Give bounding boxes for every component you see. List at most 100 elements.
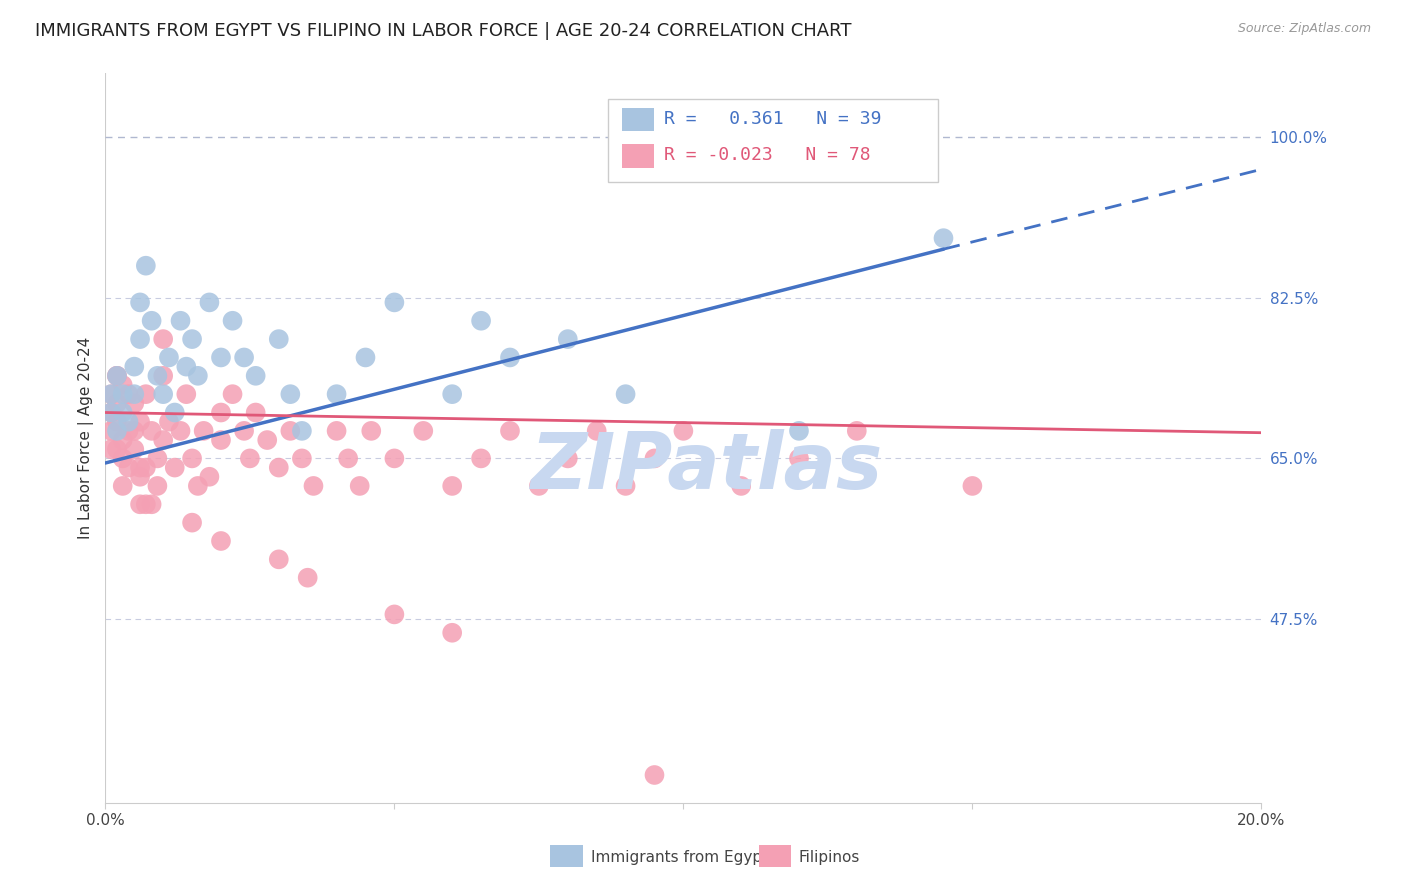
Bar — [621, 145, 654, 168]
Point — [354, 351, 377, 365]
Point — [267, 332, 290, 346]
Point — [291, 451, 314, 466]
Point — [129, 415, 152, 429]
Point — [245, 405, 267, 419]
Point — [124, 387, 146, 401]
Point — [209, 351, 232, 365]
Point — [176, 359, 198, 374]
Point — [100, 424, 122, 438]
Point — [198, 469, 221, 483]
Bar — [550, 845, 583, 867]
Text: IMMIGRANTS FROM EGYPT VS FILIPINO IN LABOR FORCE | AGE 20-24 CORRELATION CHART: IMMIGRANTS FROM EGYPT VS FILIPINO IN LAB… — [35, 22, 852, 40]
Point — [135, 259, 157, 273]
Point — [256, 433, 278, 447]
Point — [643, 451, 665, 466]
Point — [100, 405, 122, 419]
Point — [117, 415, 139, 429]
Point — [557, 332, 579, 346]
Point — [221, 387, 243, 401]
Point — [176, 387, 198, 401]
Point — [146, 479, 169, 493]
Point — [233, 424, 256, 438]
Point — [129, 332, 152, 346]
Point — [267, 460, 290, 475]
Point — [129, 469, 152, 483]
Point — [412, 424, 434, 438]
Point — [845, 424, 868, 438]
Point — [117, 387, 139, 401]
Point — [111, 387, 134, 401]
Point — [129, 460, 152, 475]
Point — [441, 625, 464, 640]
FancyBboxPatch shape — [609, 98, 938, 182]
Point — [441, 479, 464, 493]
Point — [325, 424, 347, 438]
Point — [614, 479, 637, 493]
Point — [105, 368, 128, 383]
Point — [117, 424, 139, 438]
Point — [384, 451, 406, 466]
Point — [111, 433, 134, 447]
Point — [245, 368, 267, 383]
Bar — [621, 108, 654, 131]
Point — [384, 607, 406, 622]
Point — [962, 479, 984, 493]
Point — [209, 405, 232, 419]
Point — [614, 387, 637, 401]
Point — [181, 516, 204, 530]
Point — [152, 332, 174, 346]
Point — [105, 442, 128, 457]
Point — [527, 479, 550, 493]
Point — [787, 424, 810, 438]
Point — [730, 479, 752, 493]
Point — [181, 451, 204, 466]
Point — [124, 424, 146, 438]
Point — [146, 451, 169, 466]
Point — [157, 351, 180, 365]
Point — [111, 378, 134, 392]
Point — [105, 396, 128, 410]
Point — [141, 314, 163, 328]
Text: Source: ZipAtlas.com: Source: ZipAtlas.com — [1237, 22, 1371, 36]
Point — [100, 387, 122, 401]
Point — [585, 424, 607, 438]
Point — [117, 460, 139, 475]
Point — [557, 451, 579, 466]
Point — [267, 552, 290, 566]
Point — [441, 387, 464, 401]
Y-axis label: In Labor Force | Age 20-24: In Labor Force | Age 20-24 — [79, 336, 94, 539]
Point — [111, 405, 134, 419]
Point — [198, 295, 221, 310]
Point — [163, 405, 186, 419]
Point — [360, 424, 382, 438]
Point — [499, 424, 522, 438]
Point — [146, 368, 169, 383]
Point — [291, 424, 314, 438]
Point — [470, 314, 492, 328]
Point — [470, 451, 492, 466]
Text: R =   0.361   N = 39: R = 0.361 N = 39 — [664, 110, 882, 128]
Point — [141, 424, 163, 438]
Point — [280, 424, 302, 438]
Point — [187, 479, 209, 493]
Point — [181, 332, 204, 346]
Point — [111, 479, 134, 493]
Text: R = -0.023   N = 78: R = -0.023 N = 78 — [664, 146, 870, 164]
Point — [105, 415, 128, 429]
Point — [169, 424, 191, 438]
Point — [233, 351, 256, 365]
Point — [105, 368, 128, 383]
Point — [100, 405, 122, 419]
Point — [124, 396, 146, 410]
Point — [135, 460, 157, 475]
Point — [672, 424, 695, 438]
Point — [152, 368, 174, 383]
Point — [643, 768, 665, 782]
Point — [239, 451, 262, 466]
Point — [111, 451, 134, 466]
Point — [105, 424, 128, 438]
Point — [124, 442, 146, 457]
Point — [280, 387, 302, 401]
Point — [135, 497, 157, 511]
Point — [932, 231, 955, 245]
